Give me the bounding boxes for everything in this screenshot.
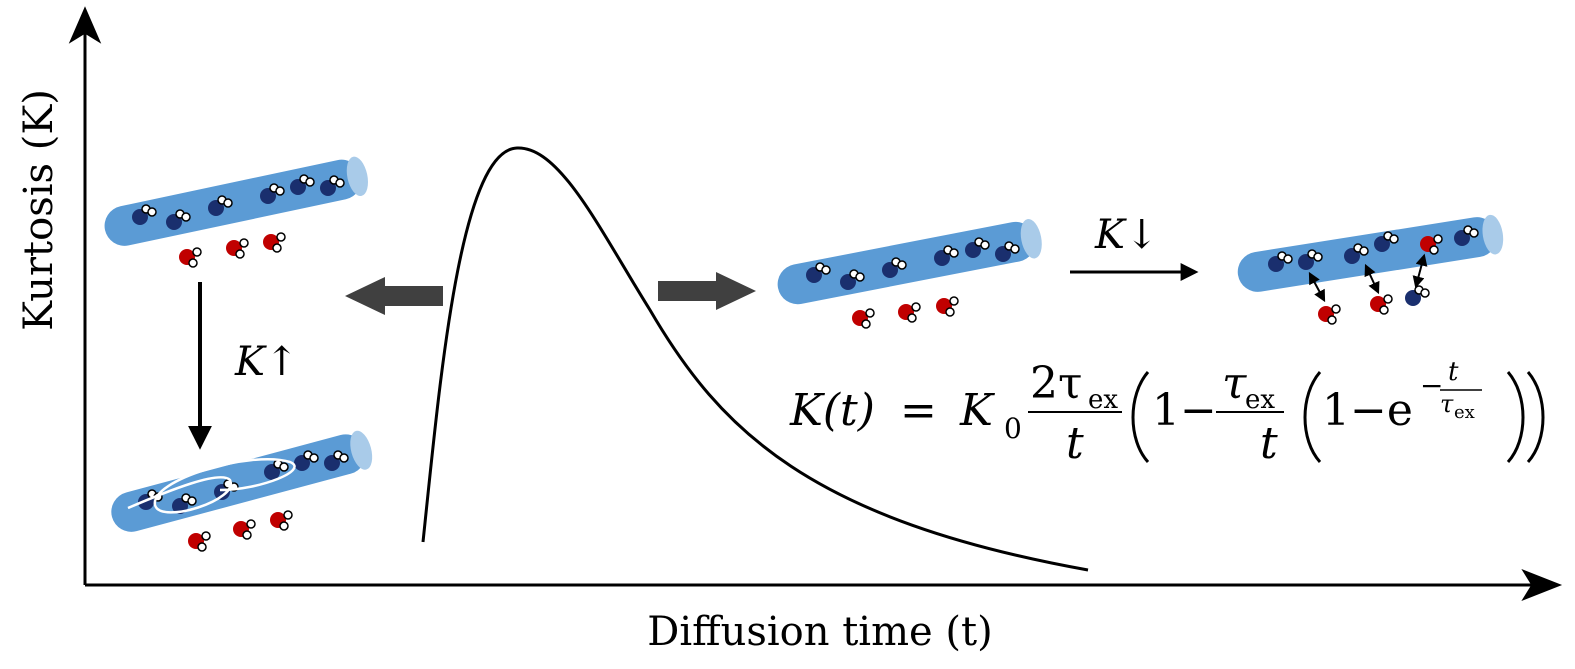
formula-part: ex	[1454, 402, 1475, 423]
formula-part: t	[1448, 357, 1459, 387]
formula-part: τ	[1440, 390, 1454, 418]
paren	[1131, 371, 1150, 464]
block-arrows	[345, 272, 756, 315]
formula-part: 1−e	[1322, 385, 1413, 436]
formula-part: 1−	[1152, 385, 1217, 436]
formula-part: 0	[1004, 412, 1022, 445]
formula-part: τ	[1222, 358, 1247, 409]
x-axis-label: Diffusion time (t)	[647, 609, 992, 655]
increase-label: K↑	[234, 339, 298, 385]
kurtosis-curve	[421, 146, 1089, 572]
formula-part: t	[1260, 418, 1278, 469]
formula-part: −	[1420, 369, 1443, 402]
tube-1	[100, 154, 372, 268]
formula-part: t	[1066, 418, 1084, 469]
paren	[1303, 371, 1322, 464]
formula: K(t) = K 0 2τ ex t 1− τ ex t 1−e − t τ e…	[789, 357, 1545, 469]
tube-2	[106, 428, 377, 552]
formula-part: =	[900, 385, 937, 436]
tube-4	[1234, 213, 1506, 325]
tube-3	[774, 217, 1045, 329]
paren	[1506, 371, 1545, 464]
formula-part: ex	[1245, 385, 1275, 415]
formula-part: K(t)	[789, 385, 875, 436]
formula-part: K	[959, 385, 995, 436]
y-axis-label: Kurtosis (K)	[16, 89, 62, 331]
axes	[68, 6, 1563, 602]
decrease-label: K↓	[1094, 212, 1158, 258]
formula-part: 2τ	[1030, 358, 1082, 409]
formula-part: ex	[1088, 385, 1118, 415]
